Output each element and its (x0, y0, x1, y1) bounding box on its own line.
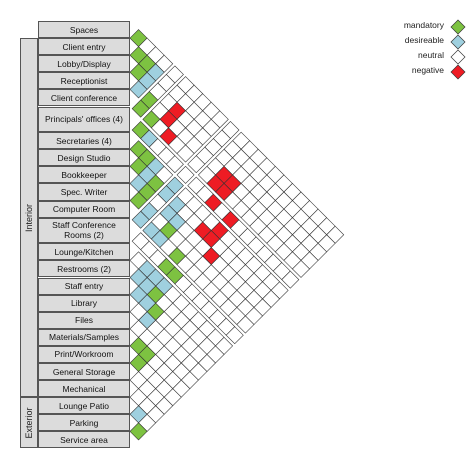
space-label: Computer Room (38, 200, 130, 218)
group-exterior: Exterior (20, 397, 38, 449)
legend-item-negative: negative (350, 64, 470, 80)
relationship-cell-neutral (292, 259, 310, 278)
relationship-cell-mandatory (129, 422, 148, 441)
space-label: Client entry (38, 38, 130, 56)
space-label: Design Studio (38, 149, 130, 167)
relationship-cell-neutral (281, 270, 300, 289)
legend-swatch (450, 34, 466, 50)
relationship-cell-mandatory (129, 191, 148, 210)
space-label: Lobby/Display (38, 55, 130, 73)
relationship-cell-neutral (225, 326, 244, 345)
relationship-cell-neutral (176, 165, 195, 184)
space-label: Service area (38, 431, 130, 449)
space-label: Library (38, 294, 130, 312)
relationship-cell-desireable (131, 210, 150, 229)
space-label: Staff Conference Rooms (2) (38, 217, 130, 244)
legend-swatch (450, 49, 466, 65)
space-label: Bookkeeper (38, 166, 130, 184)
group-interior: Interior (20, 38, 38, 398)
space-label: Staff entry (38, 277, 130, 295)
legend-label: neutral (418, 50, 444, 60)
space-label: Lounge/Kitchen (38, 243, 130, 261)
relationship-cell-neutral (176, 144, 195, 163)
relationship-cell-neutral (165, 155, 184, 174)
space-label: Principals' offices (4) (38, 106, 130, 133)
relationship-cell-mandatory (131, 99, 150, 118)
space-label: Print/Workroom (38, 345, 130, 363)
space-label: Receptionist (38, 72, 130, 90)
relationship-cell-desireable (129, 80, 148, 99)
spaces-header: Spaces (38, 21, 130, 39)
space-label: General Storage (38, 363, 130, 381)
legend-swatch (450, 64, 466, 80)
space-label: Secretaries (4) (38, 132, 130, 150)
space-label: Files (38, 311, 130, 329)
space-label: Client conference (38, 89, 130, 107)
legend-swatch (450, 19, 466, 35)
legend-item-neutral: neutral (350, 49, 470, 65)
legend-label: desireable (404, 35, 444, 45)
space-label: Materials/Samples (38, 328, 130, 346)
legend-item-mandatory: mandatory (350, 19, 470, 35)
space-label: Spec. Writer (38, 183, 130, 201)
relationship-cell-neutral (187, 155, 206, 174)
legend-label: negative (411, 65, 444, 75)
legend-item-desireable: desireable (350, 34, 470, 50)
space-label: Mechanical (38, 380, 130, 398)
space-label: Parking (38, 414, 130, 432)
relationship-cell-neutral (236, 315, 255, 334)
space-label: Lounge Patio (38, 397, 130, 415)
space-label: Restrooms (2) (38, 260, 130, 278)
legend-label: mandatory (403, 20, 444, 30)
